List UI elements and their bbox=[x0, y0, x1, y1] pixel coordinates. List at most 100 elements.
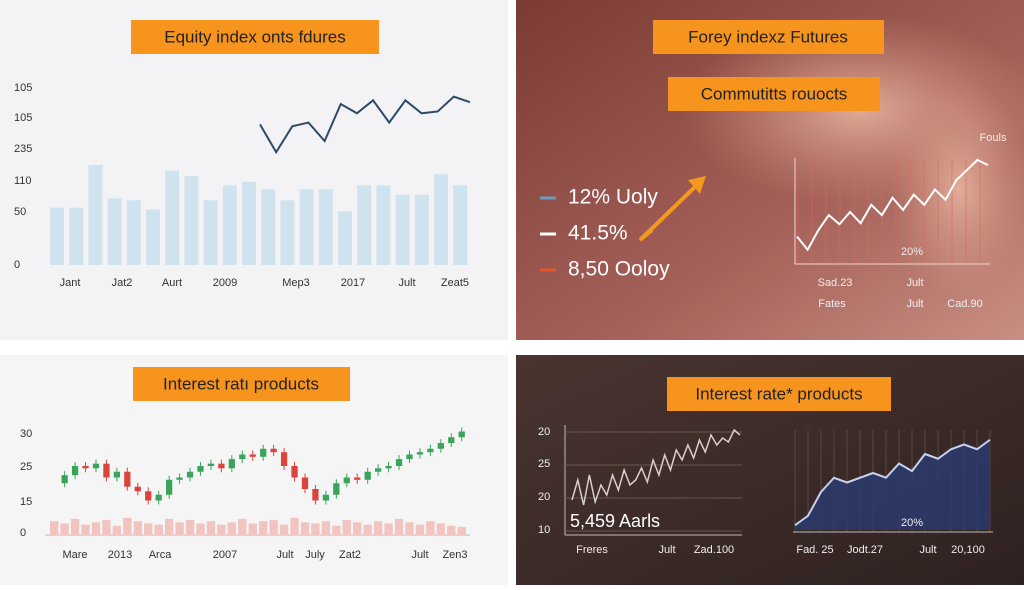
axis-label: Jult bbox=[276, 549, 293, 561]
bar bbox=[88, 165, 103, 265]
panel-title: Interest ratı products bbox=[163, 374, 319, 393]
axis-label: Zad.100 bbox=[694, 544, 734, 556]
axis-label: Jodt.27 bbox=[847, 544, 883, 556]
volume-bar bbox=[112, 525, 122, 535]
volume-bar bbox=[91, 522, 101, 535]
bar bbox=[261, 189, 276, 265]
axis-label: 25 bbox=[538, 458, 550, 470]
candle bbox=[448, 437, 455, 443]
axis-label: Jat2 bbox=[112, 277, 133, 289]
title-box bbox=[667, 377, 891, 411]
bar bbox=[338, 211, 352, 265]
bar bbox=[165, 170, 180, 265]
candle bbox=[155, 494, 162, 501]
panel-bg bbox=[0, 0, 508, 340]
volume-bar bbox=[217, 524, 226, 535]
volume-bar bbox=[144, 523, 153, 535]
volume-bar bbox=[123, 517, 132, 535]
volume-bar bbox=[185, 520, 195, 535]
candle bbox=[186, 471, 194, 478]
candle bbox=[228, 459, 235, 469]
axis-label: 0 bbox=[14, 259, 20, 271]
axis-label: 110 bbox=[14, 175, 32, 187]
candle bbox=[322, 494, 330, 501]
axis-label: Jult bbox=[658, 544, 675, 556]
area-line bbox=[794, 438, 991, 527]
candle bbox=[280, 452, 288, 466]
bar bbox=[69, 207, 84, 265]
candle bbox=[395, 459, 403, 466]
axis-label: 50 bbox=[14, 206, 26, 218]
bar bbox=[50, 207, 64, 265]
bar bbox=[299, 189, 314, 265]
chart-label: Fouls bbox=[980, 132, 1007, 144]
axis-label: Zat2 bbox=[339, 549, 361, 561]
volume-bar bbox=[384, 523, 393, 535]
candle bbox=[437, 443, 444, 449]
volume-bar bbox=[342, 520, 351, 535]
axis-label: 30 bbox=[20, 428, 32, 440]
volume-bar bbox=[436, 523, 446, 535]
volume-bar bbox=[447, 525, 456, 535]
volume-bar bbox=[311, 523, 320, 535]
axis-label: 20 bbox=[538, 491, 550, 503]
volume-bar bbox=[259, 521, 268, 535]
candle bbox=[427, 448, 434, 453]
axis-label: Mare bbox=[62, 549, 87, 561]
volume-bar bbox=[332, 525, 341, 535]
candle bbox=[113, 471, 121, 478]
axis-label: 0 bbox=[20, 527, 26, 539]
axis-label: July bbox=[305, 549, 325, 561]
volume-bar bbox=[269, 520, 278, 535]
line bbox=[796, 158, 989, 252]
bar bbox=[222, 185, 237, 265]
axis-label: Cad.90 bbox=[947, 298, 982, 310]
candle bbox=[207, 463, 215, 466]
axis-label: Jult bbox=[906, 277, 923, 289]
panel-title: Interest rate* products bbox=[695, 384, 862, 403]
legend-label: 12% Uoly bbox=[568, 186, 658, 209]
volume-bar bbox=[102, 520, 111, 535]
chart-label: 20% bbox=[901, 517, 923, 529]
volume-bar bbox=[196, 523, 205, 535]
axis-label: Jult bbox=[411, 549, 428, 561]
candle bbox=[458, 431, 465, 438]
volume-bar bbox=[50, 521, 59, 535]
axis-label: Fad. 25 bbox=[796, 544, 833, 556]
candle bbox=[134, 486, 141, 492]
volume-bar bbox=[238, 518, 247, 535]
title-box bbox=[653, 20, 884, 54]
axis-label: Jant bbox=[60, 277, 81, 289]
candle bbox=[92, 463, 100, 469]
axis-label: 2009 bbox=[213, 277, 237, 289]
panel-title: Equity index onts fdures bbox=[164, 27, 345, 46]
candle bbox=[406, 454, 413, 460]
line bbox=[259, 95, 471, 155]
candle bbox=[176, 477, 183, 480]
volume-bar bbox=[394, 518, 404, 535]
candle bbox=[165, 479, 173, 495]
line bbox=[571, 428, 741, 506]
volume-bar bbox=[154, 524, 163, 535]
axis-label: 2007 bbox=[213, 549, 237, 561]
candle bbox=[218, 463, 225, 469]
volume-bar bbox=[457, 526, 466, 535]
axis-label: 15 bbox=[20, 496, 32, 508]
axis-label: 105 bbox=[14, 112, 32, 124]
candle bbox=[103, 463, 110, 478]
panel-title: Commutitts rouocts bbox=[701, 84, 847, 103]
title-box bbox=[133, 367, 350, 401]
candle bbox=[385, 466, 392, 469]
axis-label: Jult bbox=[398, 277, 415, 289]
volume-bar bbox=[426, 521, 435, 535]
volume-bar bbox=[321, 521, 331, 535]
bar bbox=[107, 198, 122, 265]
axis-label: Fates bbox=[818, 298, 846, 310]
volume-bar bbox=[363, 524, 372, 535]
volume-bar bbox=[415, 524, 425, 535]
candle bbox=[416, 452, 424, 455]
axis-label: Aurt bbox=[162, 277, 182, 289]
bar bbox=[376, 185, 391, 265]
candle bbox=[145, 491, 152, 501]
